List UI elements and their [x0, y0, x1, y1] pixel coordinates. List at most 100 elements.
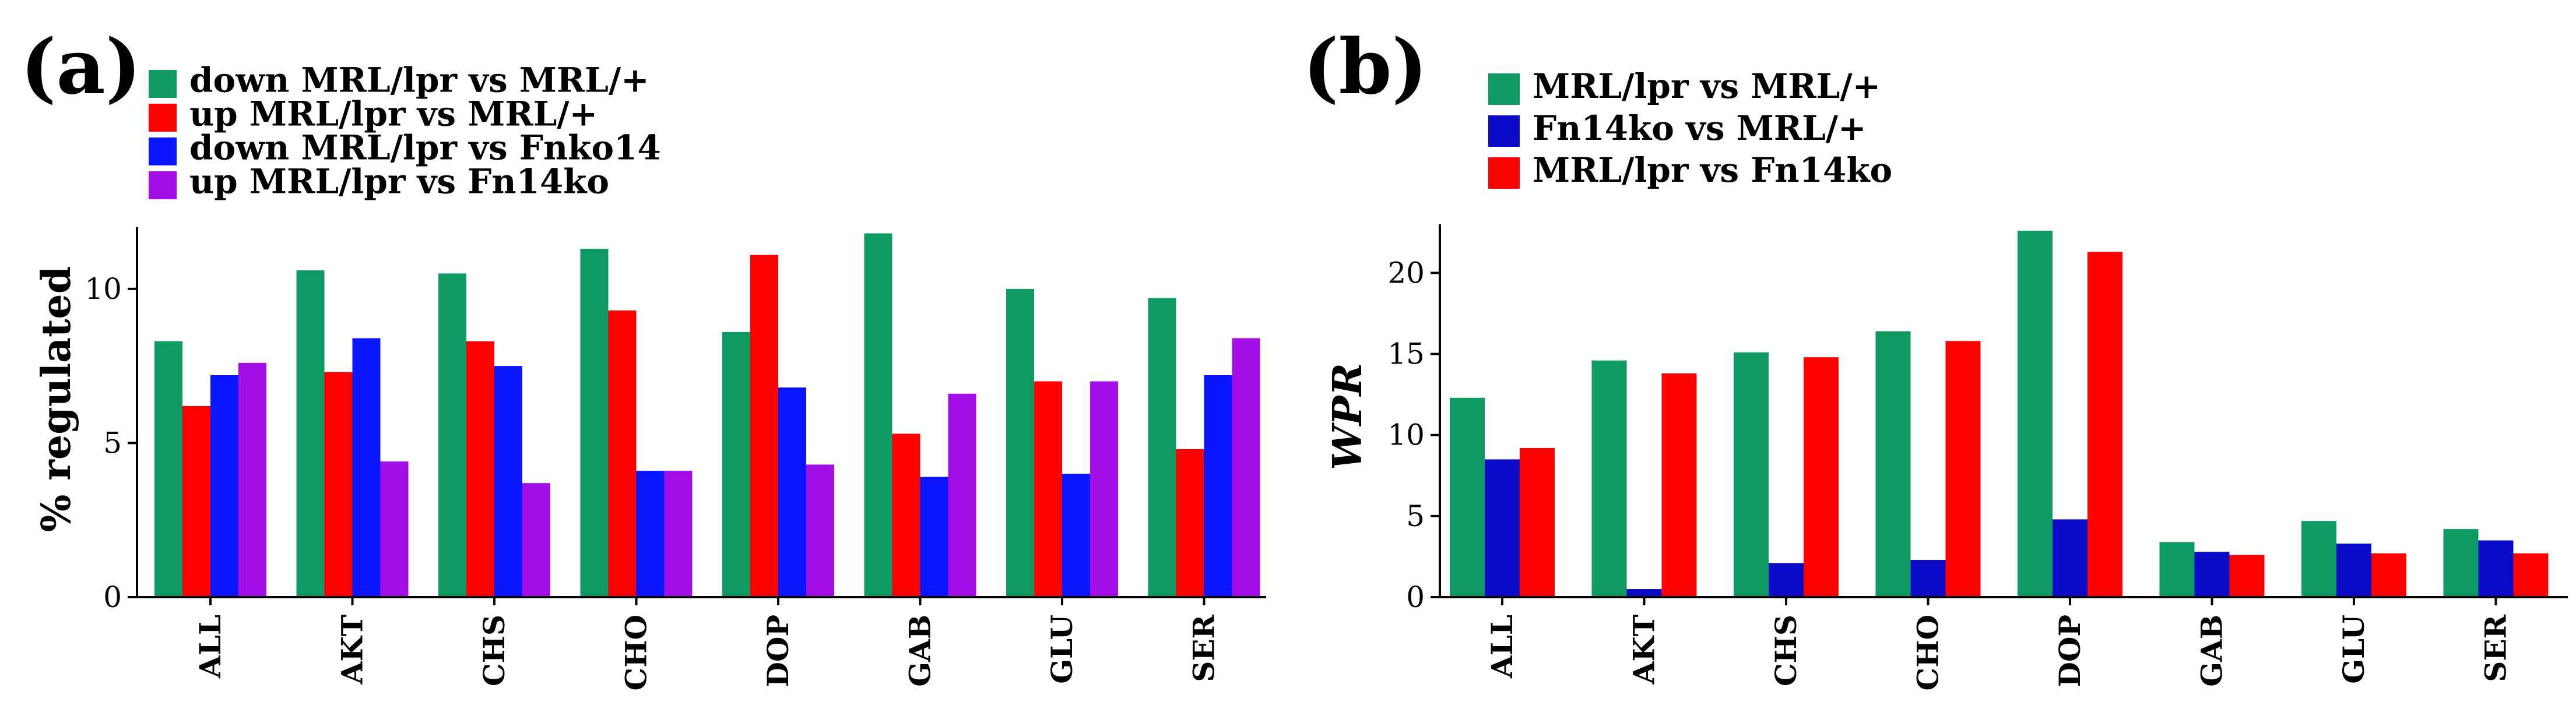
bar-cho-series-3	[636, 471, 665, 597]
bar-glu-series-1	[1006, 288, 1034, 597]
chart-panel-a: (a) down MRL/lpr vs MRL/+up MRL/lpr vs M…	[20, 22, 1266, 691]
legend-panel-a: down MRL/lpr vs MRL/+up MRL/lpr vs MRL/+…	[149, 60, 661, 201]
bar-glu-series-1	[2301, 521, 2336, 597]
bar-chs-series-2	[466, 341, 494, 597]
legend-swatch-1	[149, 70, 177, 98]
legend-label-3: down MRL/lpr vs Fnko14	[189, 128, 661, 167]
panel-a-bars	[154, 233, 1260, 598]
legend-label-3: MRL/lpr vs Fn14ko	[1533, 150, 1892, 190]
bar-glu-series-4	[1090, 381, 1118, 597]
bar-gab-series-2	[2194, 552, 2230, 597]
legend-label-1: down MRL/lpr vs MRL/+	[189, 60, 649, 100]
bar-gab-series-1	[2159, 542, 2195, 597]
chart-panel-b: (b) MRL/lpr vs MRL/+Fn14ko vs MRL/+MRL/l…	[1303, 22, 2568, 691]
x-category-label-gab: GAB	[2195, 615, 2229, 687]
bar-gab-series-3	[920, 477, 948, 597]
bar-all-series-4	[238, 362, 266, 597]
bar-akt-series-3	[1661, 373, 1697, 597]
panel-a-x-axis-labels: ALL AKT CHS CHO DOP GAB GLU SER	[193, 597, 1221, 691]
bar-all-series-1	[1450, 397, 1485, 597]
panel-a-ylabel: % regulated	[33, 266, 80, 532]
x-category-label-akt: AKT	[335, 615, 370, 685]
bar-dop-series-2	[750, 255, 778, 597]
bar-dop-series-1	[2018, 231, 2053, 597]
x-category-label-dop: DOP	[2053, 615, 2087, 687]
bar-ser-series-4	[1232, 338, 1260, 597]
x-category-label-cho: CHO	[1911, 615, 1945, 691]
bar-ser-series-2	[1176, 449, 1204, 597]
x-category-label-chs: CHS	[1769, 615, 1803, 686]
bar-akt-series-2	[1626, 589, 1662, 597]
bar-cho-series-4	[664, 471, 693, 597]
panel-a-label: (a)	[20, 22, 141, 111]
panel-b-x-axis-labels: ALL AKT CHS CHO DOP GAB GLU SER	[1485, 597, 2513, 691]
bar-chs-series-1	[1734, 352, 1769, 597]
bar-cho-series-3	[1945, 341, 1981, 597]
x-category-label-all: ALL	[193, 615, 227, 679]
bar-dop-series-3	[778, 387, 806, 597]
x-category-label-gab: GAB	[903, 615, 937, 687]
bar-akt-series-2	[324, 372, 353, 597]
bar-chs-series-3	[494, 366, 522, 597]
legend-label-2: up MRL/lpr vs MRL/+	[189, 94, 598, 133]
bar-cho-series-1	[1875, 331, 1911, 597]
bar-ser-series-2	[2478, 540, 2514, 597]
bar-chs-series-3	[1804, 357, 1839, 597]
x-category-label-cho: CHO	[619, 615, 653, 691]
panel-b-label: (b)	[1303, 22, 1428, 111]
y-tick-label: 10	[85, 272, 122, 306]
bar-cho-series-1	[580, 249, 609, 598]
bar-all-series-2	[182, 405, 210, 597]
bar-chs-series-1	[438, 273, 466, 597]
bar-all-series-3	[1520, 448, 1555, 597]
legend-swatch-1	[1488, 73, 1520, 105]
legend-panel-b: MRL/lpr vs MRL/+Fn14ko vs MRL/+MRL/lpr v…	[1488, 66, 1892, 190]
bar-glu-series-2	[1034, 381, 1062, 597]
legend-label-1: MRL/lpr vs MRL/+	[1533, 66, 1881, 106]
bar-dop-series-4	[806, 464, 834, 597]
legend-label-2: Fn14ko vs MRL/+	[1533, 108, 1867, 148]
legend-label-4: up MRL/lpr vs Fn14ko	[189, 161, 609, 201]
bar-all-series-2	[1485, 459, 1520, 597]
bar-dop-series-2	[2053, 519, 2087, 597]
bar-gab-series-4	[948, 393, 976, 597]
x-category-label-akt: AKT	[1627, 615, 1661, 685]
legend-swatch-2	[1488, 115, 1520, 147]
y-tick-label: 20	[1387, 256, 1425, 290]
bar-akt-series-3	[352, 338, 381, 597]
x-category-label-dop: DOP	[761, 615, 795, 687]
x-category-label-glu: GLU	[2336, 615, 2371, 684]
bar-all-series-1	[154, 341, 182, 597]
bar-ser-series-3	[2513, 553, 2549, 597]
bar-glu-series-3	[1062, 474, 1090, 597]
legend-swatch-3	[1488, 157, 1520, 189]
legend-swatch-3	[149, 137, 177, 165]
bar-ser-series-1	[1148, 298, 1176, 597]
bar-akt-series-4	[380, 461, 409, 597]
x-category-label-ser: SER	[2479, 615, 2513, 682]
bar-ser-series-3	[1204, 375, 1232, 597]
bar-akt-series-1	[1591, 360, 1627, 597]
bar-gab-series-2	[892, 433, 920, 597]
panel-b-bars	[1450, 231, 2549, 598]
bar-dop-series-3	[2087, 252, 2122, 598]
y-tick-label: 10	[1387, 418, 1425, 452]
panel-b-y-axis-ticks: 0 5 10 15 20	[1387, 256, 1440, 614]
y-tick-label: 5	[1406, 499, 1425, 533]
panel-b-ylabel: WPR	[1324, 363, 1371, 470]
bar-ser-series-1	[2443, 529, 2479, 597]
legend-swatch-4	[149, 171, 177, 199]
y-tick-label: 0	[1406, 580, 1425, 614]
bar-akt-series-1	[296, 270, 325, 597]
x-category-label-chs: CHS	[477, 615, 511, 686]
bar-glu-series-3	[2371, 553, 2406, 597]
bar-gab-series-1	[864, 233, 892, 597]
bar-gab-series-3	[2229, 555, 2265, 597]
bar-chs-series-4	[522, 483, 550, 597]
bar-chs-series-2	[1769, 563, 1804, 597]
x-category-label-all: ALL	[1485, 615, 1519, 679]
legend-swatch-2	[149, 104, 177, 132]
y-tick-label: 5	[103, 426, 122, 460]
